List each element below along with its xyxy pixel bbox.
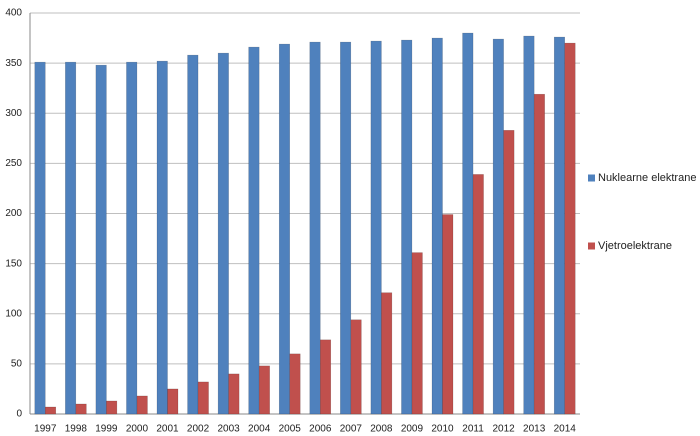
bar: [75, 403, 87, 415]
x-tick-label: 2009: [401, 424, 424, 435]
y-tick-label: 100: [5, 308, 22, 319]
y-tick-label: 300: [5, 108, 22, 119]
x-tick-label: 1997: [34, 424, 57, 435]
y-tick-label: 200: [5, 208, 22, 219]
y-tick-label: 50: [11, 359, 23, 370]
bar: [34, 61, 46, 415]
bar: [278, 43, 290, 415]
legend-swatch: [588, 174, 595, 182]
legend: Nuklearne elektrane Vjetroelektrane: [588, 172, 696, 252]
bar: [197, 381, 209, 415]
x-tick-label: 2007: [340, 424, 363, 435]
bar: [167, 388, 179, 415]
bar: [95, 64, 107, 415]
x-tick-label: 2005: [279, 424, 302, 435]
bar: [492, 38, 504, 415]
bar: [106, 400, 118, 415]
x-tick-label: 1998: [65, 424, 88, 435]
bar: [564, 42, 576, 415]
bar: [45, 406, 57, 415]
bar: [217, 52, 229, 415]
bar: [187, 54, 199, 415]
x-tick-label: 2000: [126, 424, 149, 435]
bar: [401, 39, 413, 415]
bar: [523, 35, 535, 415]
y-tick-label: 400: [5, 8, 22, 19]
y-tick-label: 250: [5, 158, 22, 169]
bar: [340, 41, 352, 415]
bar: [503, 130, 515, 415]
y-tick-label: 0: [16, 409, 22, 420]
bar: [431, 37, 443, 415]
x-tick-label: 2011: [462, 424, 484, 435]
bar: [381, 292, 393, 415]
x-tick-label: 1999: [95, 424, 118, 435]
bar: [462, 32, 474, 415]
x-tick-label: 2002: [187, 424, 210, 435]
bar: [370, 40, 382, 415]
bar: [248, 46, 260, 415]
x-tick-label: 2001: [156, 424, 179, 435]
y-tick-label: 150: [5, 258, 22, 269]
x-tick-label: 2010: [431, 424, 454, 435]
x-tick-label: 2008: [370, 424, 393, 435]
bar: [228, 373, 240, 415]
bar: [136, 395, 148, 415]
bar: [350, 319, 362, 415]
x-tick-label: 2012: [492, 424, 515, 435]
x-tick-label: 2006: [309, 424, 332, 435]
bar: [411, 252, 423, 415]
bar: [126, 61, 138, 415]
bar: [442, 214, 454, 415]
bar: [320, 339, 332, 415]
bar: [258, 365, 270, 415]
bar: [65, 61, 77, 415]
x-tick-label: 2004: [248, 424, 271, 435]
x-tick-label: 2014: [554, 424, 577, 435]
bar: [156, 60, 168, 415]
legend-label: Vjetroelektrane: [598, 240, 672, 252]
bar: [553, 36, 565, 415]
legend-swatch: [588, 242, 595, 250]
x-tick-label: 2003: [217, 424, 240, 435]
legend-label: Nuklearne elektrane: [598, 172, 696, 184]
bar: [533, 93, 545, 415]
bar: [289, 353, 301, 415]
x-tick-label: 2013: [523, 424, 546, 435]
y-tick-label: 350: [5, 58, 22, 69]
bar: [472, 174, 484, 415]
bar: [309, 41, 321, 415]
